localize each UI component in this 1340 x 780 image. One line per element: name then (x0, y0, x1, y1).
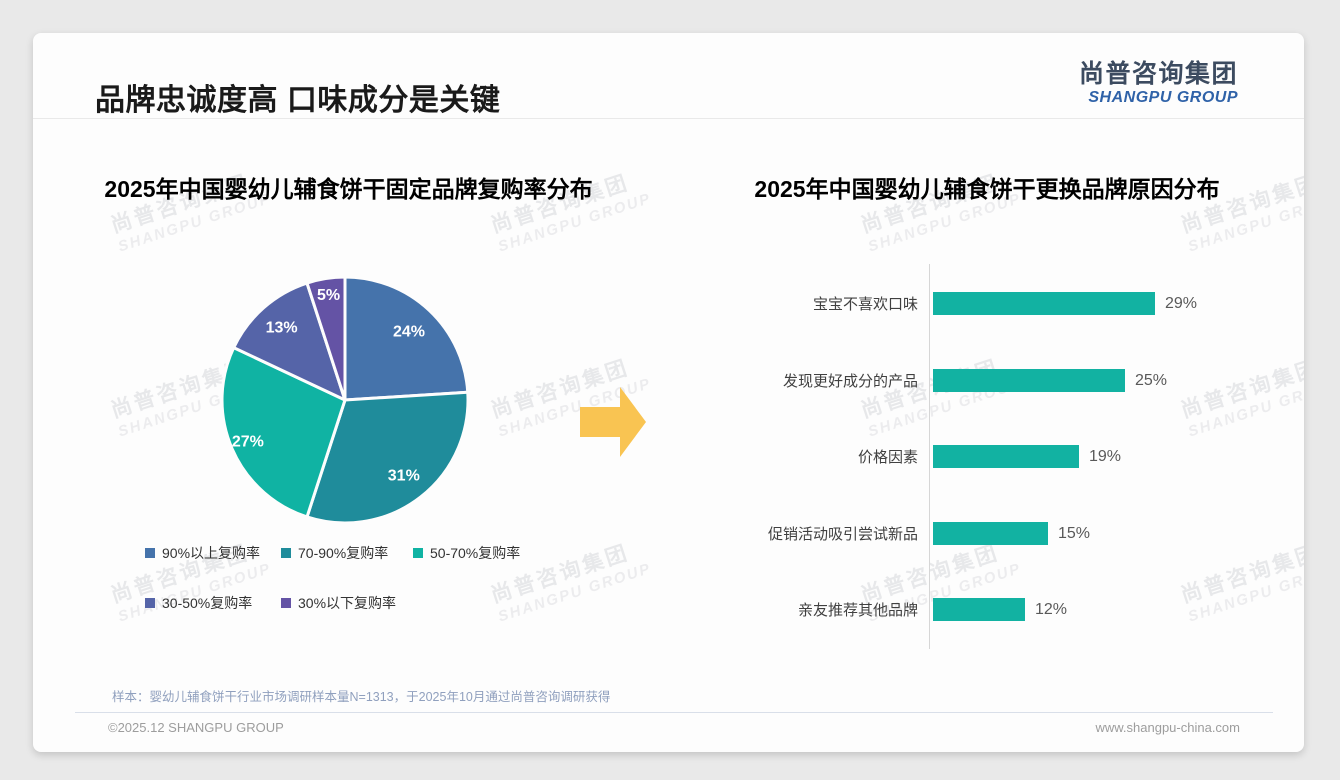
watermark: 尚普咨询集团 SHANGPU GROUP (1177, 531, 1304, 625)
pie-slice-label: 24% (393, 323, 425, 340)
bar-axis-line (929, 264, 930, 649)
pie-slice (220, 346, 347, 519)
pie-slice (343, 275, 470, 402)
bar-value-label: 25% (1135, 371, 1168, 389)
watermark-en: SHANGPU GROUP (1185, 559, 1304, 626)
bar-category-label: 发现更好成分的产品 (782, 373, 918, 390)
legend-swatch (145, 598, 155, 608)
bar-row: 发现更好成分的产品 25% (700, 369, 1167, 392)
bar-category-label: 价格因素 (857, 449, 918, 466)
legend-item: 90%以上复购率 (145, 545, 260, 561)
page-title: 品牌忠诚度高 口味成分是关键 (95, 84, 501, 117)
watermark-cn: 尚普咨询集团 (1178, 356, 1304, 423)
bar-value-label: 12% (1035, 600, 1068, 618)
legend-item-label: 70-90%复购率 (298, 545, 389, 561)
watermark-cn: 尚普咨询集团 (1178, 541, 1304, 608)
bar-row: 宝宝不喜欢口味 29% (700, 292, 1197, 315)
legend-swatch (145, 548, 155, 558)
legend-item-label: 30%以下复购率 (298, 595, 397, 611)
watermark-en: SHANGPU GROUP (1185, 374, 1304, 441)
pie-slice-label: 5% (317, 287, 340, 304)
slide-card: 尚普咨询集团 SHANGPU GROUP 尚普咨询集团 SHANGPU GROUP 尚普… (33, 33, 1304, 752)
bar-row: 亲友推荐其他品牌 12% (700, 598, 1067, 621)
pie-slice-label: 27% (232, 434, 264, 451)
pie-slice-label: 13% (266, 320, 298, 337)
copyright-text: ©2025.12 SHANGPU GROUP (108, 720, 284, 735)
legend-item: 70-90%复购率 (281, 545, 388, 561)
legend-swatch (281, 548, 291, 558)
legend-item: 50-70%复购率 (413, 545, 520, 561)
logo-chinese-text: 尚普咨询集团 (1078, 60, 1238, 88)
bar-value-label: 29% (1165, 294, 1198, 312)
pie-slice-label: 31% (388, 467, 420, 484)
legend-item-label: 30-50%复购率 (162, 595, 253, 611)
pie-slice (305, 275, 347, 402)
logo-english-text: SHANGPU GROUP (1088, 88, 1238, 106)
website-text: www.shangpu-china.com (1095, 720, 1240, 735)
bar-rect (933, 369, 1125, 392)
pie-chart: 24% 31% 27% 13% 5% (220, 275, 470, 525)
pie-slice (305, 390, 470, 525)
bar-chart-title: 2025年中国婴幼儿辅食饼干更换品牌原因分布 (754, 176, 1220, 202)
bar-value-label: 19% (1089, 447, 1122, 465)
bar-category-label: 宝宝不喜欢口味 (812, 296, 918, 313)
bar-rect (933, 598, 1025, 621)
sample-note: 样本：婴幼儿辅食饼干行业市场调研样本量N=1313，于2025年10月通过尚普咨… (112, 690, 611, 704)
bar-row: 促销活动吸引尝试新品 15% (700, 522, 1090, 545)
watermark-en: SHANGPU GROUP (495, 559, 654, 626)
pie-slice (232, 281, 347, 402)
pie-chart-title: 2025年中国婴幼儿辅食饼干固定品牌复购率分布 (104, 176, 593, 202)
bar-category-label: 促销活动吸引尝试新品 (767, 526, 918, 543)
legend-swatch (281, 598, 291, 608)
legend-item: 30%以下复购率 (281, 595, 396, 611)
legend-item-label: 90%以上复购率 (162, 545, 261, 561)
watermark: 尚普咨询集团 SHANGPU GROUP (1177, 346, 1304, 440)
watermark: 尚普咨询集团 SHANGPU GROUP (857, 346, 1023, 440)
bar-rect (933, 522, 1048, 545)
legend-item-label: 50-70%复购率 (430, 545, 521, 561)
bar-rect (933, 292, 1155, 315)
header-divider (33, 118, 1304, 119)
footer-divider (75, 712, 1273, 713)
legend-swatch (413, 548, 423, 558)
legend-item: 30-50%复购率 (145, 595, 252, 611)
right-arrow-icon (580, 387, 646, 457)
bar-category-label: 亲友推荐其他品牌 (797, 602, 918, 619)
bar-rect (933, 445, 1079, 468)
bar-value-label: 15% (1058, 524, 1091, 542)
company-logo: 尚普咨询集团 SHANGPU GROUP (1078, 60, 1238, 107)
bar-row: 价格因素 19% (700, 445, 1121, 468)
